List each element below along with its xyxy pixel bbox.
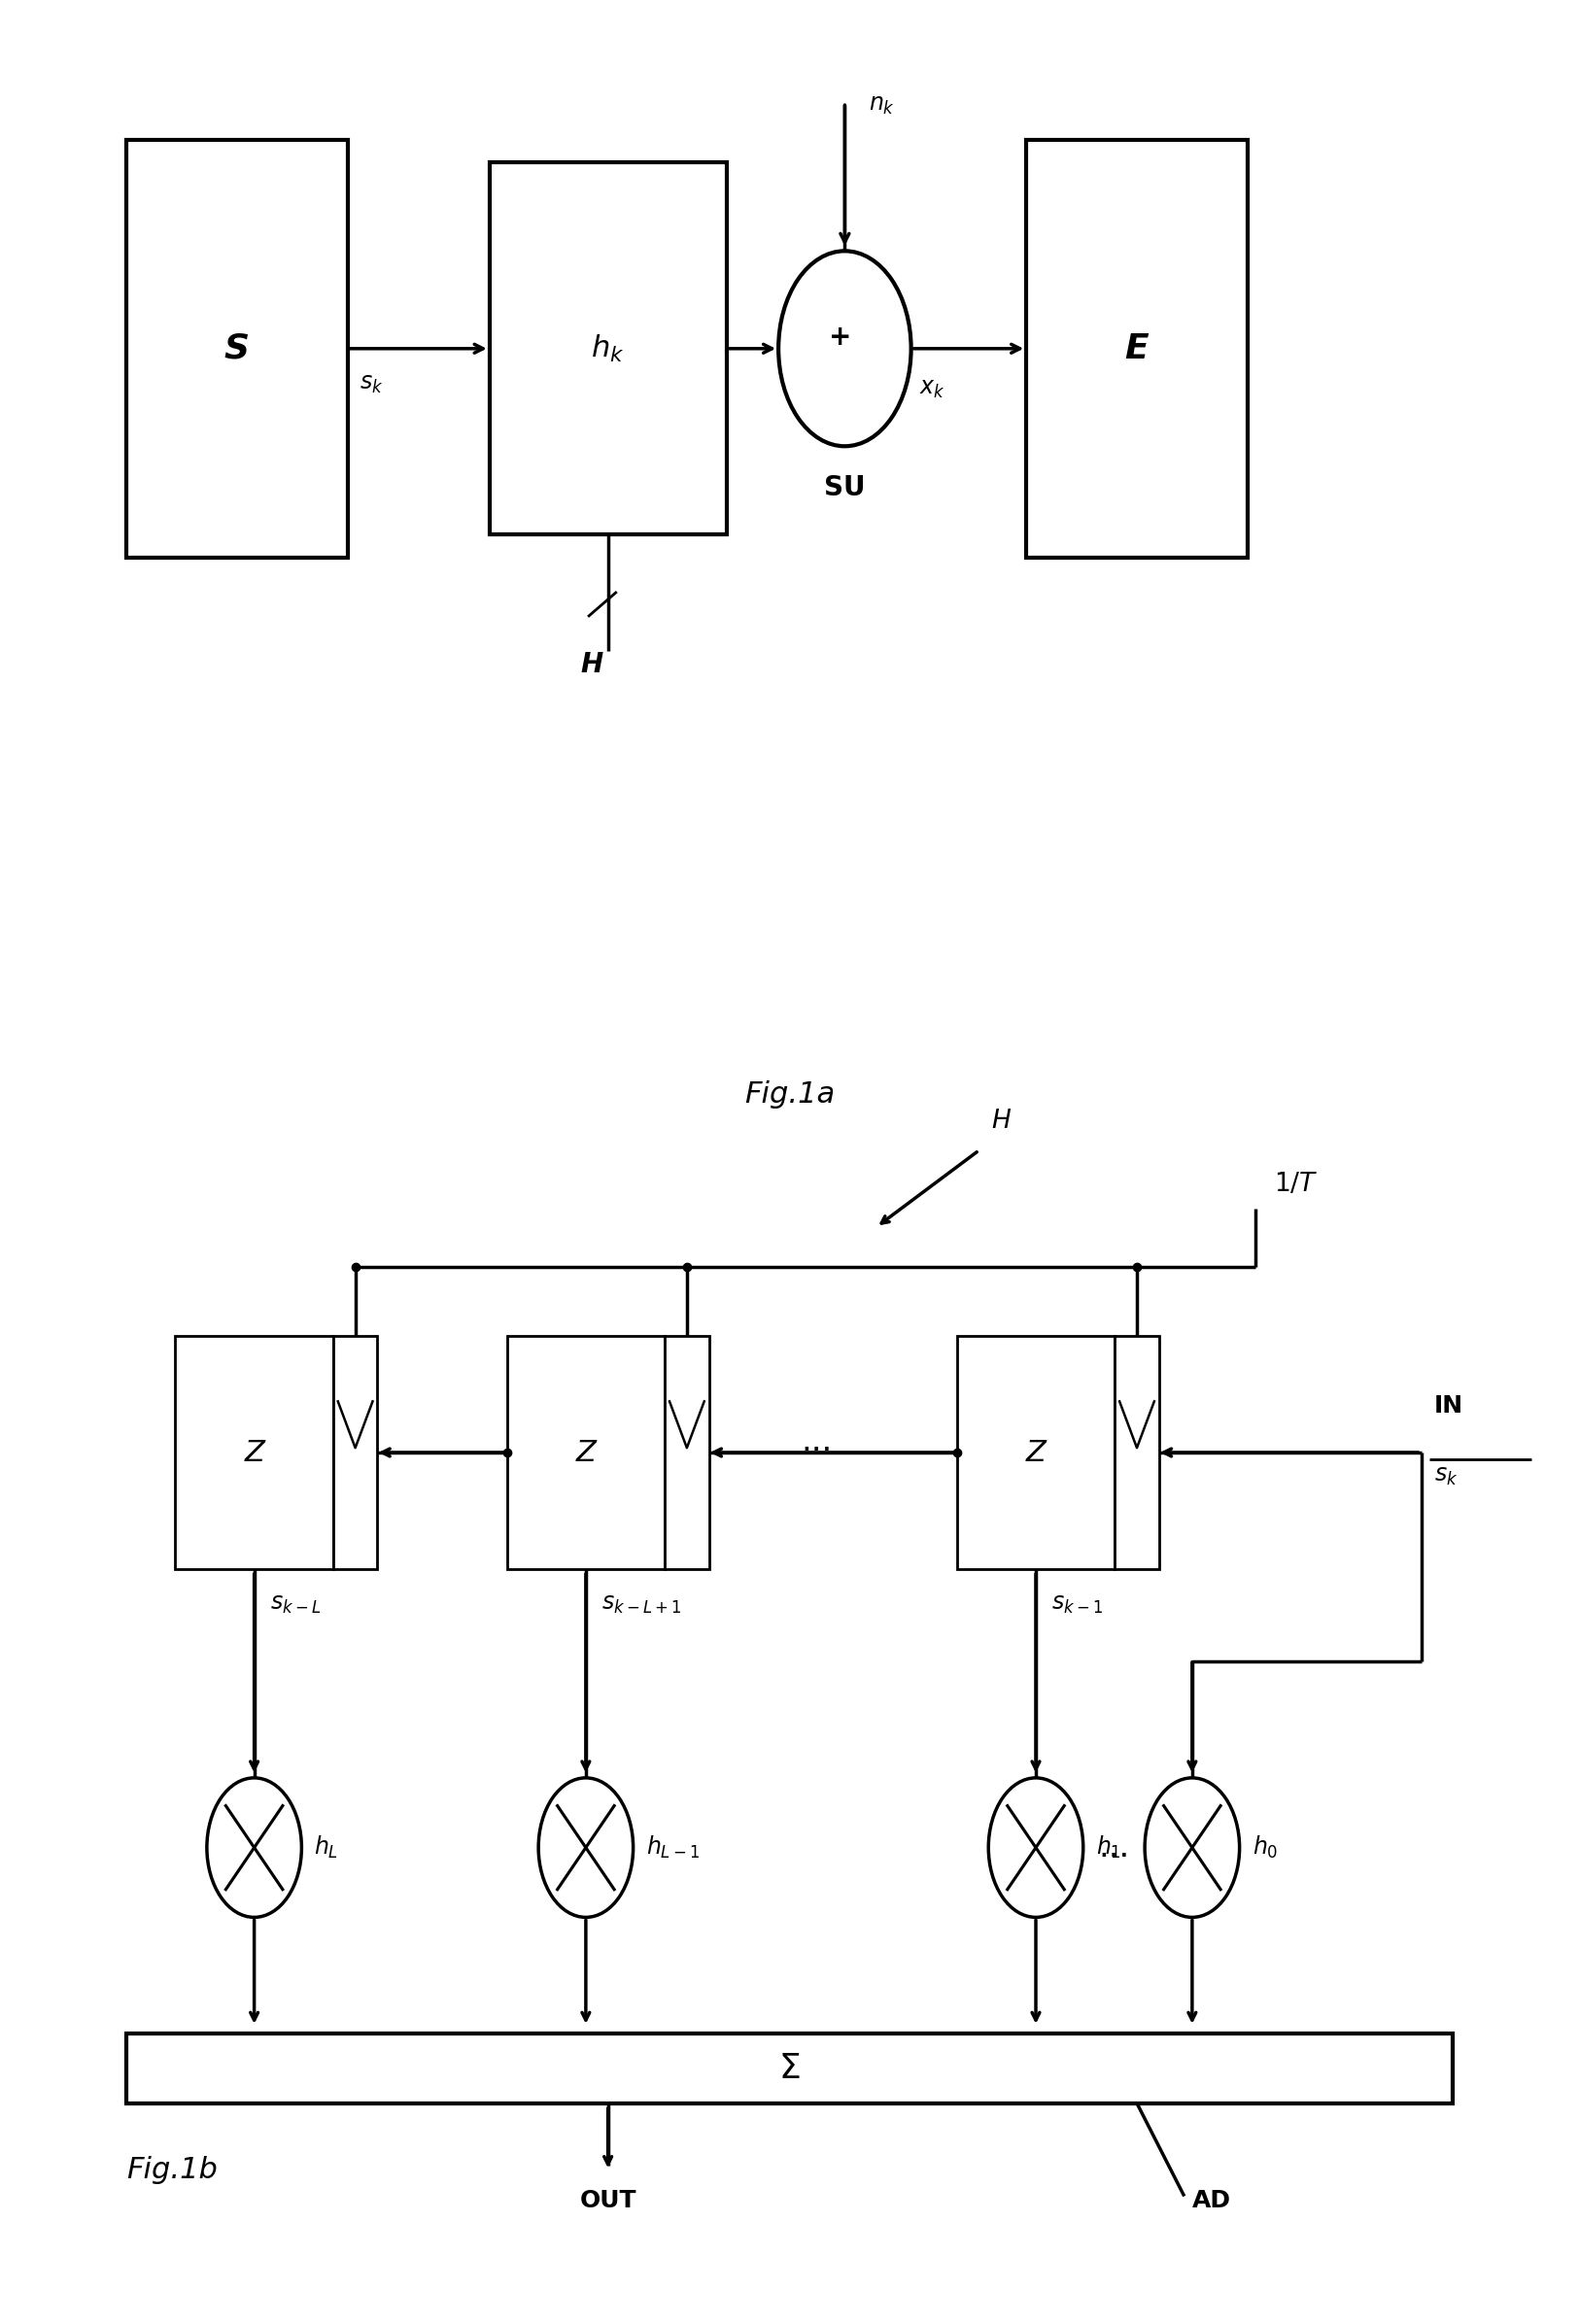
Text: SU: SU	[824, 474, 865, 502]
Circle shape	[1145, 1778, 1240, 1917]
Text: $h_L$: $h_L$	[314, 1834, 338, 1862]
Text: $h_{L-1}$: $h_{L-1}$	[646, 1834, 699, 1862]
Text: OUT: OUT	[579, 2189, 636, 2212]
Text: $\Sigma$: $\Sigma$	[778, 2052, 801, 2085]
Bar	[1026, 139, 1247, 558]
Text: ...: ...	[802, 1425, 832, 1457]
Text: Z: Z	[245, 1439, 264, 1466]
Circle shape	[207, 1778, 302, 1917]
Text: Fig.1b: Fig.1b	[126, 2157, 218, 2185]
Text: $s_{k-1}$: $s_{k-1}$	[1052, 1592, 1104, 1615]
Text: H: H	[581, 651, 603, 679]
Bar	[507, 1336, 665, 1569]
Text: ...: ...	[1099, 1831, 1129, 1864]
Text: $h_1$: $h_1$	[1096, 1834, 1121, 1862]
Circle shape	[988, 1778, 1083, 1917]
Bar	[665, 1336, 709, 1569]
Text: $1/T$: $1/T$	[1274, 1171, 1318, 1197]
Bar	[957, 1336, 1115, 1569]
Text: $s_k$: $s_k$	[358, 372, 384, 395]
Text: H: H	[992, 1109, 1011, 1134]
Bar	[126, 139, 347, 558]
Text: Z: Z	[576, 1439, 595, 1466]
Text: S: S	[224, 332, 249, 365]
Text: $h_k$: $h_k$	[591, 332, 625, 365]
Text: +: +	[829, 323, 851, 351]
Text: IN: IN	[1434, 1394, 1464, 1418]
Text: $s_k$: $s_k$	[1434, 1464, 1457, 1487]
Circle shape	[538, 1778, 633, 1917]
Text: AD: AD	[1192, 2189, 1232, 2212]
Text: Z: Z	[1026, 1439, 1045, 1466]
Text: $x_k$: $x_k$	[919, 376, 944, 400]
Bar	[126, 2034, 1453, 2103]
Text: $n_k$: $n_k$	[868, 93, 895, 116]
Text: $s_{k-L}$: $s_{k-L}$	[270, 1592, 321, 1615]
Text: $h_0$: $h_0$	[1252, 1834, 1277, 1862]
Bar	[175, 1336, 333, 1569]
Text: $s_{k-L+1}$: $s_{k-L+1}$	[602, 1592, 682, 1615]
Text: E: E	[1124, 332, 1150, 365]
Bar	[333, 1336, 377, 1569]
Circle shape	[778, 251, 911, 446]
Text: Fig.1a: Fig.1a	[744, 1081, 835, 1109]
Bar	[489, 163, 726, 535]
Bar	[1115, 1336, 1159, 1569]
